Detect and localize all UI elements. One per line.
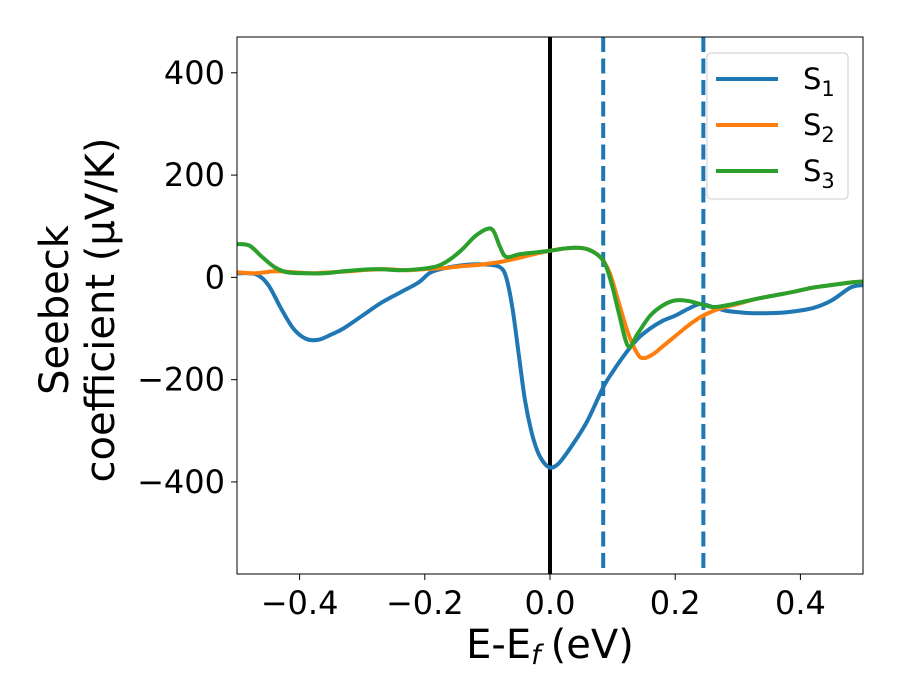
- legend-label-s3: S3: [803, 154, 835, 193]
- x-axis-title: E-Ef (eV): [466, 622, 634, 671]
- x-axis-ticks: −0.4 −0.2 0.0 0.2 0.4: [261, 574, 826, 622]
- y-tick-label: 0: [205, 258, 225, 296]
- y-axis-ticks: 400 200 0 −200 −400: [137, 54, 237, 501]
- x-tick-label: −0.4: [261, 584, 339, 622]
- y-axis-title-line2: coefficient (μV/K): [78, 138, 124, 483]
- series-line-s3: [237, 226, 863, 350]
- y-tick-label: −400: [137, 463, 225, 501]
- x-axis-title-unit: (eV): [551, 622, 634, 668]
- data-series: [237, 226, 863, 470]
- legend-label-s1: S1: [803, 62, 835, 101]
- y-axis-title: Seebeck coefficient (μV/K): [32, 138, 124, 483]
- x-axis-title-sub: f: [531, 640, 544, 671]
- x-tick-label: 0.2: [650, 584, 701, 622]
- legend-label-s2: S2: [803, 108, 835, 147]
- x-tick-label: 0.4: [775, 584, 826, 622]
- y-tick-label: 200: [164, 156, 225, 194]
- series-line-s1: [237, 262, 863, 470]
- x-tick-label: 0.0: [525, 584, 576, 622]
- legend: S1 S2 S3: [706, 52, 849, 200]
- x-tick-label: −0.2: [386, 584, 464, 622]
- y-tick-label: −200: [137, 361, 225, 399]
- y-axis-title-line1: Seebeck: [32, 224, 78, 395]
- x-axis-title-main: E-E: [466, 622, 531, 668]
- y-tick-label: 400: [164, 54, 225, 92]
